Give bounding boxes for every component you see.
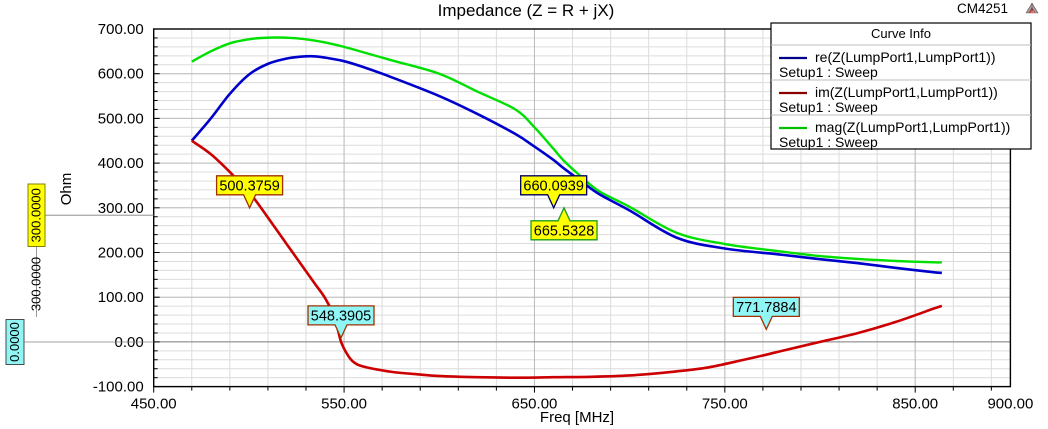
svg-text:900.00: 900.00 — [987, 396, 1033, 413]
svg-text:660.0939: 660.0939 — [523, 178, 583, 194]
svg-text:100.00: 100.00 — [98, 289, 144, 306]
svg-text:600.00: 600.00 — [98, 66, 144, 83]
svg-text:Setup1 : Sweep: Setup1 : Sweep — [779, 64, 878, 80]
svg-text:550.00: 550.00 — [321, 396, 367, 413]
svg-text:548.3905: 548.3905 — [311, 308, 371, 324]
svg-text:Ohm: Ohm — [58, 173, 75, 206]
svg-text:450.00: 450.00 — [131, 396, 177, 413]
svg-text:300.00: 300.00 — [98, 200, 144, 217]
svg-text:750.00: 750.00 — [702, 396, 748, 413]
svg-text:700.00: 700.00 — [98, 21, 144, 38]
svg-text:-100.00: -100.00 — [93, 379, 144, 396]
svg-text:200.00: 200.00 — [98, 245, 144, 262]
svg-text:0.0000: 0.0000 — [7, 322, 22, 362]
svg-text:Curve Info: Curve Info — [871, 26, 931, 41]
svg-text:771.7884: 771.7884 — [736, 300, 796, 316]
svg-text:500.00: 500.00 — [98, 110, 144, 127]
svg-text:Setup1 : Sweep: Setup1 : Sweep — [779, 99, 878, 115]
svg-text:re(Z(LumpPort1,LumpPort1)): re(Z(LumpPort1,LumpPort1)) — [815, 49, 996, 65]
svg-text:300.0000: 300.0000 — [29, 257, 44, 311]
svg-text:665.5328: 665.5328 — [534, 223, 594, 239]
svg-text:Freq [MHz]: Freq [MHz] — [540, 409, 614, 426]
svg-text:Setup1 : Sweep: Setup1 : Sweep — [779, 134, 878, 150]
svg-text:Impedance (Z = R + jX): Impedance (Z = R + jX) — [438, 1, 615, 20]
svg-text:850.00: 850.00 — [892, 396, 938, 413]
svg-text:im(Z(LumpPort1,LumpPort1)): im(Z(LumpPort1,LumpPort1)) — [815, 84, 998, 100]
svg-text:CM4251: CM4251 — [957, 1, 1008, 16]
svg-text:500.3759: 500.3759 — [219, 178, 279, 194]
svg-text:mag(Z(LumpPort1,LumpPort1)): mag(Z(LumpPort1,LumpPort1)) — [815, 119, 1010, 135]
svg-text:400.00: 400.00 — [98, 155, 144, 172]
svg-text:300.0000: 300.0000 — [29, 188, 44, 242]
